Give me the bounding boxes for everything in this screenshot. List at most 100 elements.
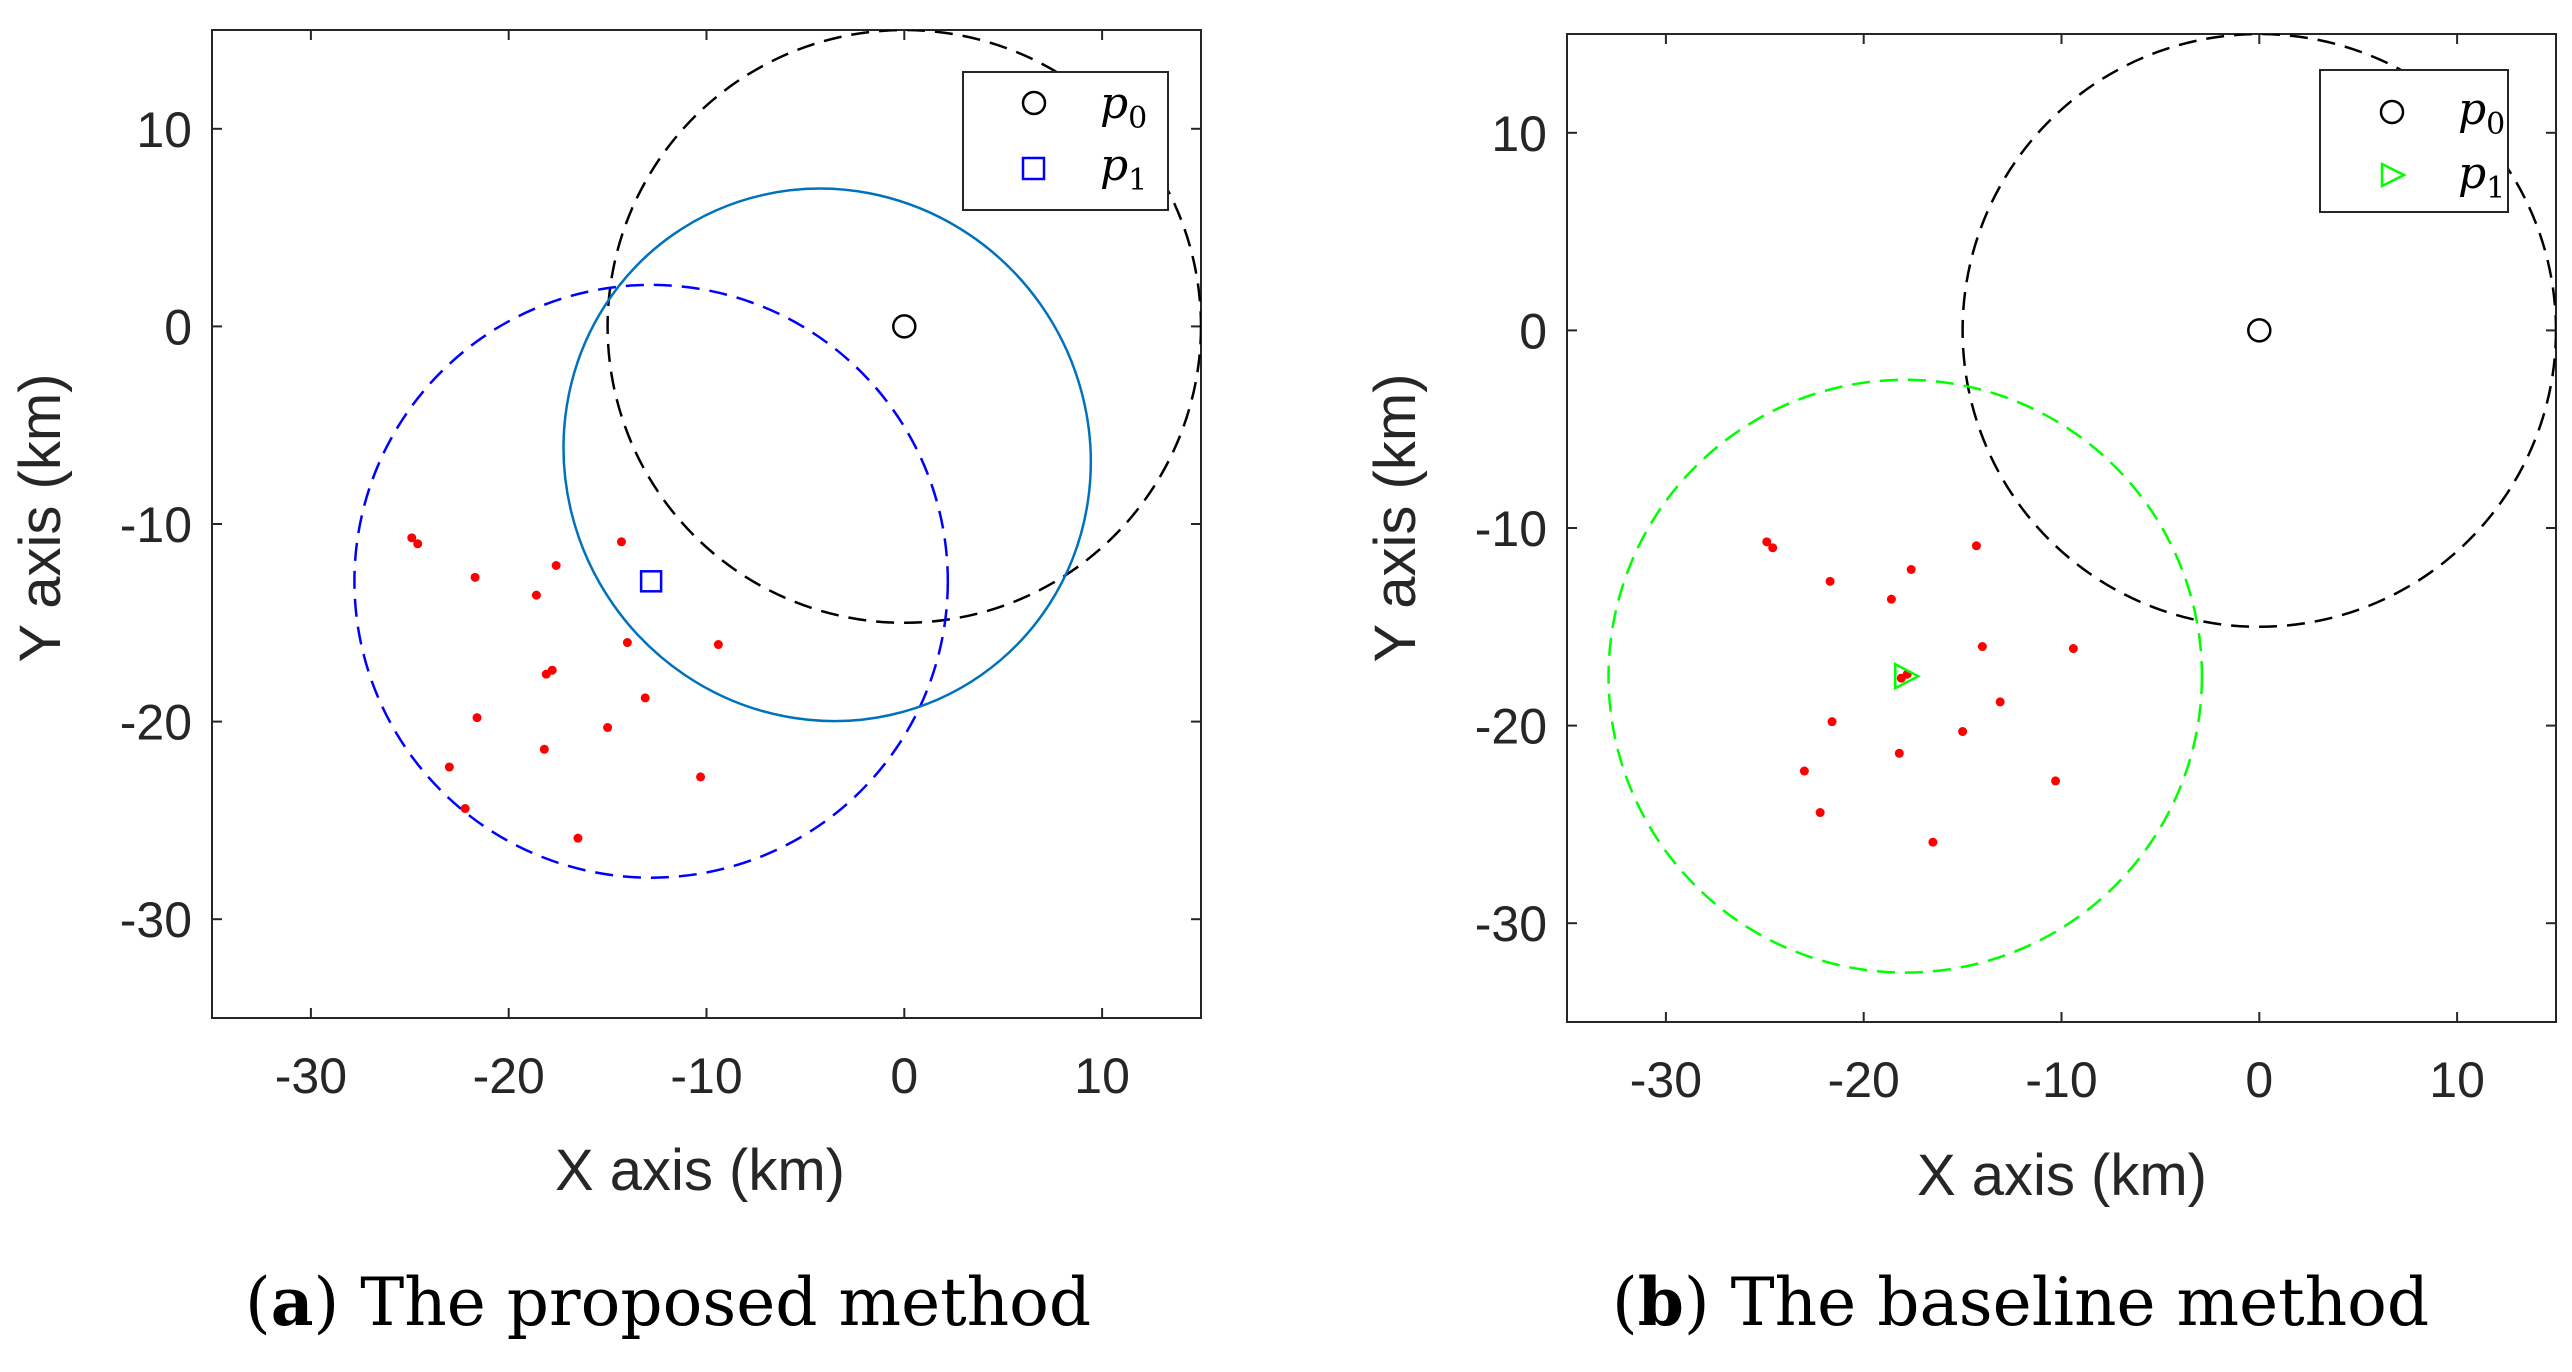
- legend-b-p0-sub: 0: [2486, 107, 2505, 142]
- scatter-point-b: [1827, 717, 1837, 727]
- caption-b: (b) The baseline method: [1612, 1263, 2429, 1341]
- x-tick-label-a: 0: [890, 1048, 918, 1104]
- scatter-point-b: [1977, 642, 1987, 652]
- caption-a-close: ): [314, 1264, 340, 1341]
- y-axis-title-a: Y axis (km): [8, 374, 73, 663]
- x-tick-label-b: -20: [1828, 1052, 1900, 1108]
- p1-marker-a: [639, 570, 663, 593]
- scatter-point-b: [1894, 748, 1904, 758]
- clipped-series-b: [1607, 34, 2556, 974]
- y-tick-label-a: 0: [164, 299, 192, 355]
- scatter-point-b: [1768, 543, 1778, 553]
- legend-a-p1-marker: [1021, 156, 1046, 181]
- scatter-point-a: [573, 833, 583, 843]
- y-tick-label-b: -30: [1475, 896, 1547, 952]
- y-tick-label-b: -20: [1475, 699, 1547, 755]
- scatter-point-a: [470, 572, 480, 582]
- scatter-point-b: [1886, 594, 1896, 604]
- caption-a-letter: a: [271, 1263, 314, 1341]
- scatter-point-b: [1958, 727, 1968, 737]
- p0-marker-a: [892, 314, 917, 339]
- x-tick-label-a: 10: [1074, 1048, 1130, 1104]
- scatter-point-a: [444, 762, 454, 772]
- caption-b-open: (: [1612, 1264, 1638, 1341]
- y-tick-label-b: 10: [1491, 106, 1547, 162]
- y-tick-label-a: -30: [120, 892, 192, 948]
- legend-b-p0-marker: [2379, 99, 2405, 125]
- scatter-point-a: [539, 744, 549, 754]
- scatter-point-a: [531, 590, 541, 600]
- scatter-point-a: [696, 772, 706, 782]
- caption-a-text: The proposed method: [339, 1264, 1091, 1341]
- x-tick-label-a: -10: [670, 1048, 742, 1104]
- scatter-point-b: [1906, 564, 1916, 574]
- legend-b-p1-label: p1: [2458, 148, 2505, 206]
- legend-a-p0-sub: 0: [1128, 101, 1147, 136]
- scatter-point-a: [407, 533, 417, 543]
- legend-a-p1-sub: 1: [1128, 163, 1147, 198]
- y-tick-label-a: -20: [120, 695, 192, 751]
- scatter-point-a: [713, 640, 723, 650]
- x-tick-label-b: 0: [2245, 1052, 2273, 1108]
- caption-a-open: (: [245, 1264, 271, 1341]
- legend-a-p0-marker: [1021, 90, 1047, 116]
- y-tick-label-b: -10: [1475, 501, 1547, 557]
- scatter-point-a: [640, 693, 650, 703]
- range-circle-p0-range-a: [606, 30, 1201, 624]
- scatter-point-b: [1995, 697, 2005, 707]
- scatter-point-b: [2068, 644, 2078, 654]
- p1-marker-b: [1893, 662, 1921, 691]
- scatter-point-a: [413, 539, 423, 549]
- x-axis-title-b: X axis (km): [1917, 1143, 2207, 1208]
- x-tick-label-b: -30: [1630, 1052, 1702, 1108]
- p0-marker-b: [2247, 318, 2272, 343]
- caption-b-close: ): [1684, 1264, 1710, 1341]
- legend-b-p1-sub: 1: [2486, 171, 2505, 206]
- scatter-point-b: [1971, 541, 1981, 551]
- range-circle-p0-range-b: [1961, 34, 2556, 628]
- y-tick-label-a: -10: [120, 497, 192, 553]
- x-tick-label-a: -30: [275, 1048, 347, 1104]
- scatter-point-a: [551, 560, 561, 570]
- scatter-point-b: [1825, 576, 1835, 586]
- range-circle-p1-range-a: [353, 283, 950, 879]
- legend-a-p1-label: p1: [1100, 140, 1147, 198]
- legend-b-p1-letter: p: [2458, 148, 2486, 199]
- clipped-series-a: [353, 30, 1201, 879]
- x-axis-title-a: X axis (km): [555, 1138, 845, 1203]
- coverage-ellipse-a: [562, 187, 1093, 723]
- scatter-point-a: [460, 804, 470, 814]
- scatter-point-a: [616, 537, 626, 547]
- caption-b-text: The baseline method: [1710, 1264, 2430, 1341]
- x-tick-label-b: -10: [2025, 1052, 2097, 1108]
- legend-box-a: [962, 71, 1169, 211]
- legend-b-p0-label: p0: [2458, 84, 2505, 142]
- scatter-point-b: [1799, 766, 1809, 776]
- y-axis-title-b: Y axis (km): [1363, 374, 1428, 663]
- legend-box-b: [2319, 69, 2509, 213]
- scatter-point-a: [472, 713, 482, 723]
- scatter-point-a: [622, 638, 632, 648]
- x-tick-label-a: -20: [473, 1048, 545, 1104]
- legend-a-p0-label: p0: [1100, 78, 1147, 136]
- legend-a-p0-letter: p: [1100, 78, 1128, 129]
- legend-b-p1-marker: [2380, 161, 2407, 189]
- legend-a: p0 p1: [962, 71, 1169, 211]
- caption-b-letter: b: [1638, 1263, 1684, 1341]
- scatter-point-a: [603, 723, 613, 733]
- scatter-point-a: [547, 665, 557, 675]
- legend-b: p0 p1: [2319, 69, 2509, 213]
- legend-b-p0-letter: p: [2458, 84, 2486, 135]
- y-tick-label-a: 10: [136, 102, 192, 158]
- scatter-point-b: [2051, 776, 2061, 786]
- scatter-point-b: [1815, 808, 1825, 818]
- caption-a: (a) The proposed method: [245, 1263, 1091, 1341]
- y-tick-label-b: 0: [1519, 303, 1547, 359]
- x-tick-label-b: 10: [2429, 1052, 2485, 1108]
